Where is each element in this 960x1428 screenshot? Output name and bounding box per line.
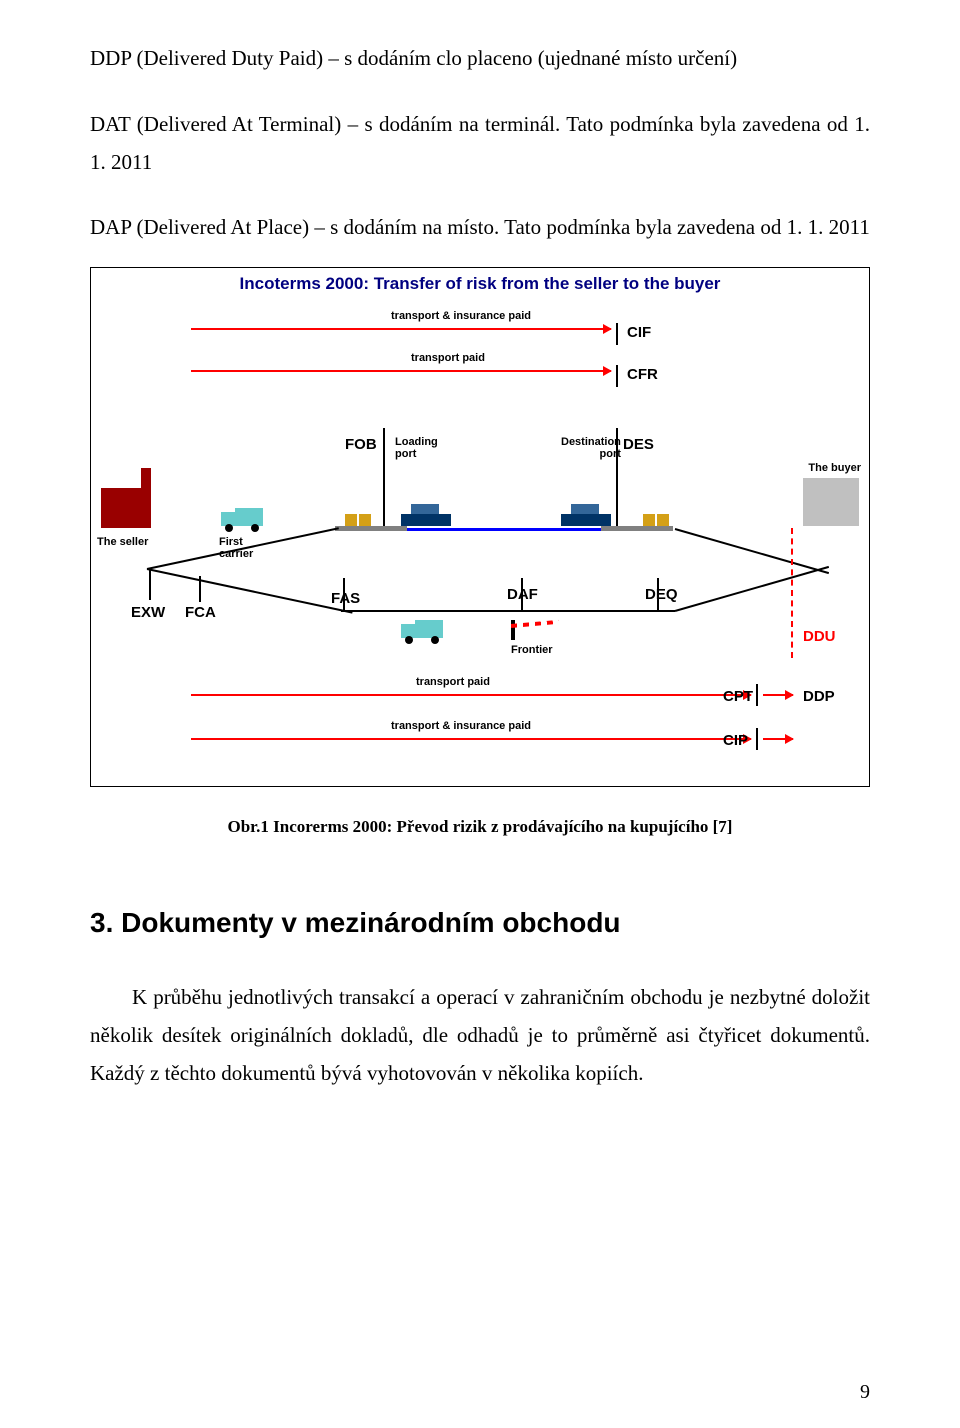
crate-dest-2 xyxy=(657,514,669,526)
term-cfr: CFR xyxy=(627,366,658,383)
term-ddp: DDP xyxy=(803,688,835,705)
tick-des xyxy=(616,428,618,528)
spacer xyxy=(90,88,870,106)
tick-cif xyxy=(616,323,618,345)
term-fas: FAS xyxy=(331,590,360,607)
term-ddu: DDU xyxy=(803,628,836,645)
term-daf: DAF xyxy=(507,586,538,603)
term-exw: EXW xyxy=(131,604,165,621)
label-transport-insurance-bottom: transport & insurance paid xyxy=(391,720,531,732)
section-body: K průběhu jednotlivých transakcí a opera… xyxy=(90,979,870,1092)
tick-cfr xyxy=(616,365,618,387)
loading-platform xyxy=(335,526,407,531)
crate-load-1 xyxy=(345,514,357,526)
spacer xyxy=(90,191,870,209)
label-frontier: Frontier xyxy=(511,644,553,656)
term-fob: FOB xyxy=(345,436,377,453)
term-fca: FCA xyxy=(185,604,216,621)
risk-line-cpt xyxy=(191,694,751,696)
label-seller: The seller xyxy=(97,536,148,548)
sea-line xyxy=(407,528,601,531)
arrow-ddp xyxy=(763,694,793,696)
road-bottom xyxy=(341,610,675,612)
intro-para-ddp: DDP (Delivered Duty Paid) – s dodáním cl… xyxy=(90,40,870,78)
truck-first-carrier-icon xyxy=(221,506,265,530)
frontier-icon xyxy=(511,620,559,640)
tick-ddu-dash xyxy=(791,528,793,658)
road-right-low xyxy=(675,566,829,612)
term-des: DES xyxy=(623,436,654,453)
risk-line-cip xyxy=(191,738,751,740)
tick-fca xyxy=(199,576,201,602)
figure-title: Incoterms 2000: Transfer of risk from th… xyxy=(91,274,869,294)
tick-exw xyxy=(149,568,151,600)
intro-para-dap: DAP (Delivered At Place) – s dodáním na … xyxy=(90,209,870,247)
term-cip: CIP xyxy=(723,732,748,749)
label-transport-insurance-top: transport & insurance paid xyxy=(391,310,531,322)
tick-fob xyxy=(383,428,385,528)
truck-road-icon xyxy=(401,618,445,642)
incoterms-figure: Incoterms 2000: Transfer of risk from th… xyxy=(90,267,870,787)
label-buyer: The buyer xyxy=(808,462,861,474)
crate-dest-1 xyxy=(643,514,655,526)
label-destination-port: Destinationport xyxy=(561,436,621,460)
figure-caption: Obr.1 Incorerms 2000: Převod rizik z pro… xyxy=(90,817,870,837)
tick-cip xyxy=(756,728,758,750)
page: DDP (Delivered Duty Paid) – s dodáním cl… xyxy=(0,0,960,1428)
crate-load-2 xyxy=(359,514,371,526)
term-cpt: CPT xyxy=(723,688,753,705)
risk-line-cfr xyxy=(191,370,611,372)
term-deq: DEQ xyxy=(645,586,678,603)
road-left-high xyxy=(147,527,339,570)
road-right-high xyxy=(675,528,829,574)
arrow-cip xyxy=(763,738,793,740)
dest-platform xyxy=(601,526,673,531)
label-loading-port: Loadingport xyxy=(395,436,438,460)
intro-para-dat: DAT (Delivered At Terminal) – s dodáním … xyxy=(90,106,870,182)
buyer-icon xyxy=(803,478,859,526)
seller-icon xyxy=(101,468,157,528)
road-left-low xyxy=(147,568,353,614)
ship-dest-icon xyxy=(561,498,611,526)
risk-line-cif xyxy=(191,328,611,330)
ship-loading-icon xyxy=(401,498,451,526)
section-title-text: Dokumenty v mezinárodním obchodu xyxy=(121,907,620,938)
label-transport-top: transport paid xyxy=(411,352,485,364)
section-heading: 3. Dokumenty v mezinárodním obchodu xyxy=(90,907,870,939)
tick-cpt xyxy=(756,684,758,706)
term-cif: CIF xyxy=(627,324,651,341)
page-number: 9 xyxy=(860,1381,870,1404)
section-number: 3. xyxy=(90,907,113,938)
label-transport-bottom: transport paid xyxy=(416,676,490,688)
